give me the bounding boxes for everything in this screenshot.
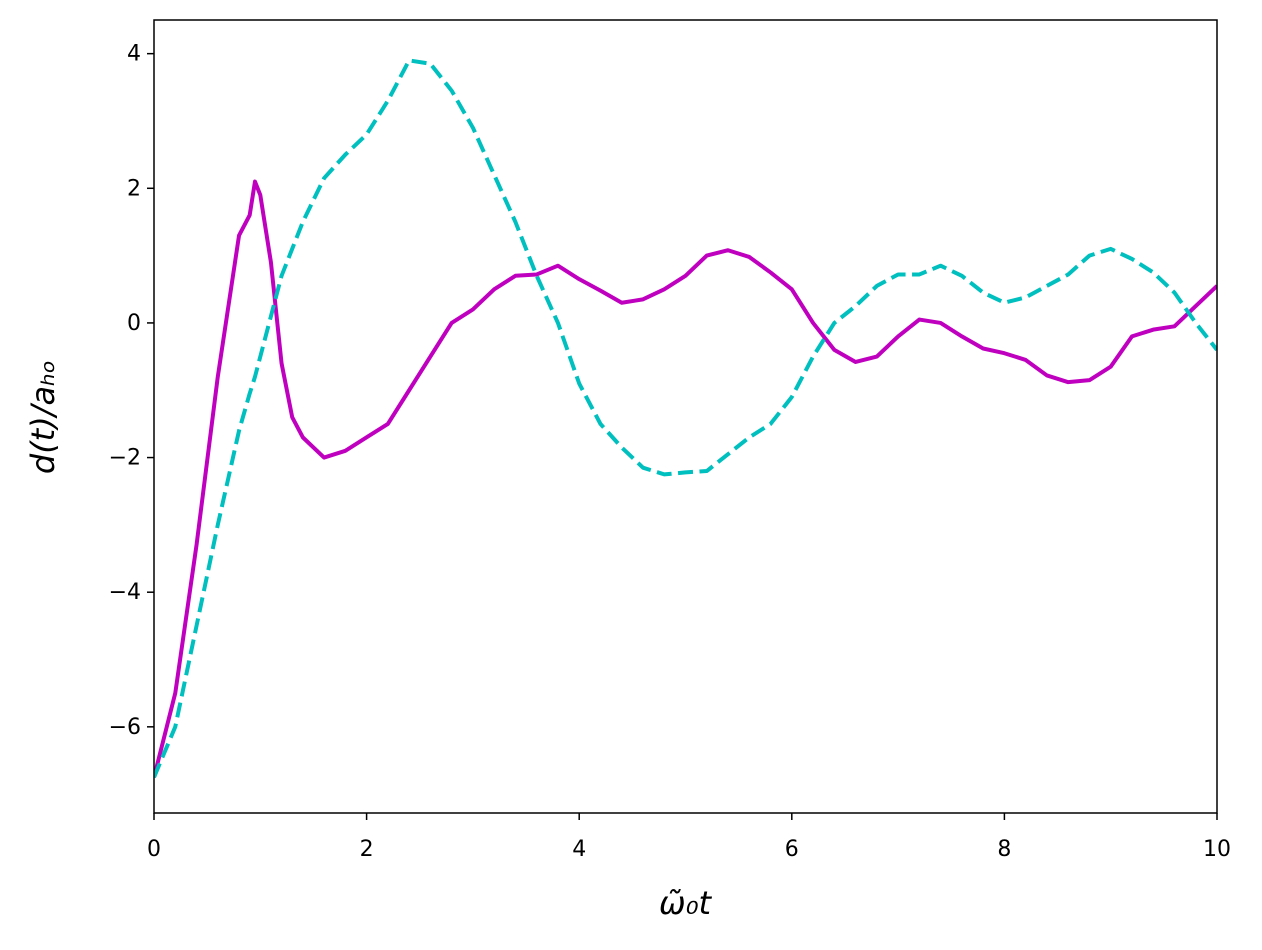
- y-tick-label: −2: [109, 446, 141, 471]
- x-tick-label: 8: [997, 837, 1011, 862]
- y-tick-label: −4: [109, 580, 141, 605]
- x-tick-label: 6: [785, 837, 799, 862]
- x-tick-label: 4: [572, 837, 586, 862]
- y-tick-label: 4: [127, 42, 141, 67]
- y-axis-label: d(t)/aₕₒ: [24, 360, 62, 474]
- y-tick-label: 2: [127, 176, 141, 201]
- plot-frame: [153, 19, 1218, 814]
- y-tick-label: −6: [109, 715, 141, 740]
- x-tick-label: 2: [360, 837, 374, 862]
- y-tick-label: 0: [127, 311, 141, 336]
- x-tick-label: 10: [1203, 837, 1231, 862]
- line-series: [154, 179, 1217, 778]
- x-tick-label: 0: [147, 837, 161, 862]
- x-axis-label: ω̃₀t: [659, 884, 713, 922]
- line-series: [154, 58, 1217, 779]
